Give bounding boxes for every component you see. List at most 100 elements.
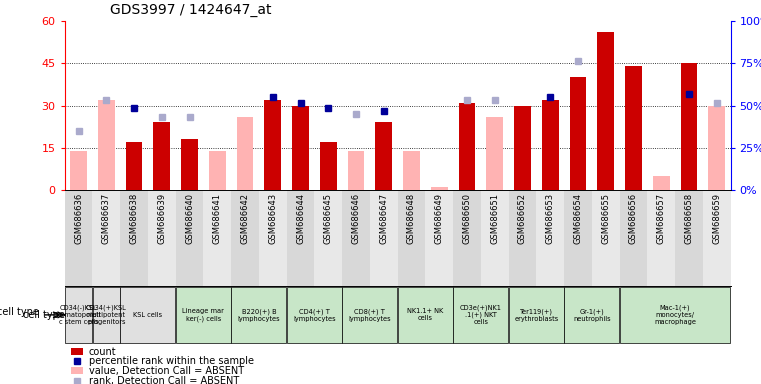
Bar (65, 287, 92, 343)
Bar (508, 190, 537, 286)
Bar (514, 106, 531, 190)
Text: B220(+) B
lymphocytes: B220(+) B lymphocytes (237, 308, 280, 322)
Bar (565, 287, 619, 343)
Bar (431, 187, 447, 190)
Bar (176, 287, 231, 343)
Text: GSM686658: GSM686658 (684, 193, 693, 244)
Text: GSM686638: GSM686638 (129, 193, 139, 244)
Text: value, Detection Call = ABSENT: value, Detection Call = ABSENT (88, 366, 244, 376)
Bar (231, 287, 286, 343)
Bar (620, 287, 731, 343)
Text: GSM686646: GSM686646 (352, 193, 361, 244)
Text: GSM686654: GSM686654 (574, 193, 582, 244)
Text: GSM686657: GSM686657 (657, 193, 666, 244)
Text: CD34(-)KSL
hematopoieti
c stem cells: CD34(-)KSL hematopoieti c stem cells (56, 305, 101, 325)
Text: GSM686651: GSM686651 (490, 193, 499, 244)
Bar (570, 78, 586, 190)
Text: count: count (88, 347, 116, 357)
Text: GSM686649: GSM686649 (435, 193, 444, 244)
Bar (237, 117, 253, 190)
Bar (403, 151, 420, 190)
Text: GSM686642: GSM686642 (240, 193, 250, 244)
Bar (564, 190, 592, 286)
Bar (453, 190, 481, 286)
Text: Mac-1(+)
monocytes/
macrophage: Mac-1(+) monocytes/ macrophage (654, 305, 696, 325)
Text: GSM686652: GSM686652 (518, 193, 527, 244)
Bar (287, 190, 314, 286)
Bar (398, 287, 453, 343)
Bar (320, 142, 336, 190)
Bar (648, 190, 675, 286)
Text: GSM686645: GSM686645 (323, 193, 333, 244)
Bar (98, 100, 115, 190)
Bar (259, 190, 287, 286)
Text: GSM686650: GSM686650 (463, 193, 472, 244)
Bar (348, 151, 365, 190)
Bar (454, 287, 508, 343)
Text: CD3e(+)NK1
.1(+) NKT
cells: CD3e(+)NK1 .1(+) NKT cells (460, 305, 501, 325)
Bar (181, 139, 198, 190)
Text: GSM686653: GSM686653 (546, 193, 555, 244)
Bar (375, 122, 392, 190)
Bar (680, 63, 697, 190)
Bar (231, 190, 259, 286)
Text: GSM686641: GSM686641 (213, 193, 221, 244)
Bar (653, 176, 670, 190)
Bar (425, 190, 453, 286)
Bar (65, 190, 92, 286)
Bar (537, 190, 564, 286)
Text: CD4(+) T
lymphocytes: CD4(+) T lymphocytes (293, 308, 336, 322)
Text: GSM686637: GSM686637 (102, 193, 111, 244)
Bar (287, 287, 342, 343)
Bar (342, 287, 397, 343)
Bar (509, 287, 564, 343)
Bar (154, 122, 170, 190)
Bar (148, 190, 176, 286)
Text: Ter119(+)
erythroblasts: Ter119(+) erythroblasts (514, 308, 559, 322)
Text: GSM686636: GSM686636 (74, 193, 83, 244)
Bar (542, 100, 559, 190)
Text: GSM686639: GSM686639 (158, 193, 167, 244)
Text: GSM686640: GSM686640 (185, 193, 194, 244)
Bar (397, 190, 425, 286)
Bar (120, 287, 175, 343)
Text: GDS3997 / 1424647_at: GDS3997 / 1424647_at (110, 3, 272, 17)
Bar (176, 190, 203, 286)
Bar (203, 190, 231, 286)
Bar (120, 190, 148, 286)
Bar (459, 103, 476, 190)
Text: cell type: cell type (0, 307, 39, 317)
Bar (708, 106, 725, 190)
Bar (72, 348, 84, 355)
Text: KSL cells: KSL cells (133, 312, 163, 318)
Bar (370, 190, 397, 286)
Bar (486, 117, 503, 190)
Text: NK1.1+ NK
cells: NK1.1+ NK cells (407, 308, 444, 321)
Text: rank, Detection Call = ABSENT: rank, Detection Call = ABSENT (88, 376, 239, 384)
Text: GSM686659: GSM686659 (712, 193, 721, 244)
Bar (314, 190, 342, 286)
Bar (675, 190, 703, 286)
Bar (597, 32, 614, 190)
Text: cell type: cell type (23, 310, 65, 320)
Text: CD8(+) T
lymphocytes: CD8(+) T lymphocytes (349, 308, 391, 322)
Text: GSM686644: GSM686644 (296, 193, 305, 244)
Bar (342, 190, 370, 286)
Bar (92, 190, 120, 286)
Text: percentile rank within the sample: percentile rank within the sample (88, 356, 253, 366)
Text: Lineage mar
ker(-) cells: Lineage mar ker(-) cells (183, 308, 224, 322)
Bar (625, 66, 642, 190)
Text: GSM686643: GSM686643 (269, 193, 277, 244)
Bar (703, 190, 731, 286)
Bar (292, 106, 309, 190)
Bar (209, 151, 225, 190)
Text: GSM686648: GSM686648 (407, 193, 416, 244)
Bar (592, 190, 619, 286)
Bar (265, 100, 281, 190)
Text: GSM686647: GSM686647 (379, 193, 388, 244)
Bar (72, 367, 84, 374)
Text: GSM686655: GSM686655 (601, 193, 610, 244)
Bar (481, 190, 508, 286)
Text: CD34(+)KSL
multipotent
progenitors: CD34(+)KSL multipotent progenitors (86, 305, 126, 325)
Text: Gr-1(+)
neutrophils: Gr-1(+) neutrophils (573, 308, 610, 322)
